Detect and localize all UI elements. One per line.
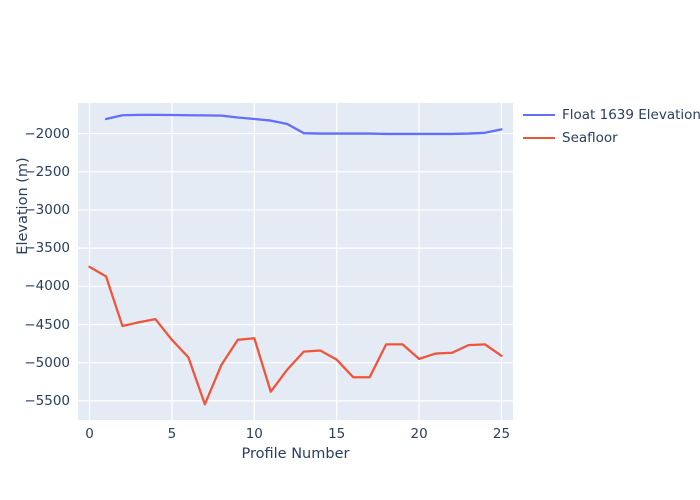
legend-swatch-line-icon (523, 113, 555, 116)
series-line (104, 113, 503, 136)
y-axis-tick-label: −2500 (24, 163, 70, 180)
y-axis-title: Elevation (m) (15, 157, 31, 255)
y-axis-tick-label: −4500 (24, 316, 70, 333)
x-axis-ticks: 0 5 10 15 20 25 (78, 426, 513, 448)
y-axis-tick-label: −5000 (24, 354, 70, 371)
y-axis-tick-label: −3500 (24, 240, 70, 257)
y-axis-tick-label: −4000 (24, 278, 70, 295)
y-axis-tick-label: −3000 (24, 201, 70, 218)
x-axis-tick-label: 25 (492, 426, 511, 442)
legend-item-label: Float 1639 Elevation (562, 106, 700, 123)
chart-legend: Float 1639 Elevation Seafloor (523, 105, 700, 147)
gridlines (78, 103, 513, 420)
legend-item[interactable]: Seafloor (523, 128, 700, 147)
x-axis-title: Profile Number (241, 446, 350, 462)
x-axis-tick-label: 20 (410, 426, 428, 442)
plot-area (78, 103, 513, 420)
x-axis-tick-label: 15 (328, 426, 346, 442)
x-axis-tick-label: 0 (85, 426, 94, 442)
y-axis-tick-label: −2000 (24, 125, 70, 142)
series-lines (88, 113, 503, 406)
legend-item[interactable]: Float 1639 Elevation (523, 105, 700, 124)
series-line (88, 265, 503, 406)
legend-swatch-line-icon (523, 136, 555, 139)
y-axis-tick-label: −5500 (24, 392, 70, 409)
y-axis-ticks: −2000 −2500 −3000 −3500 −4000 −4500 −5000 −5500 (0, 103, 70, 420)
x-axis-tick-label: 5 (167, 426, 177, 442)
legend-item-label: Seafloor (562, 129, 618, 146)
plot-svg (78, 103, 513, 420)
x-axis-tick-label: 10 (245, 426, 263, 442)
